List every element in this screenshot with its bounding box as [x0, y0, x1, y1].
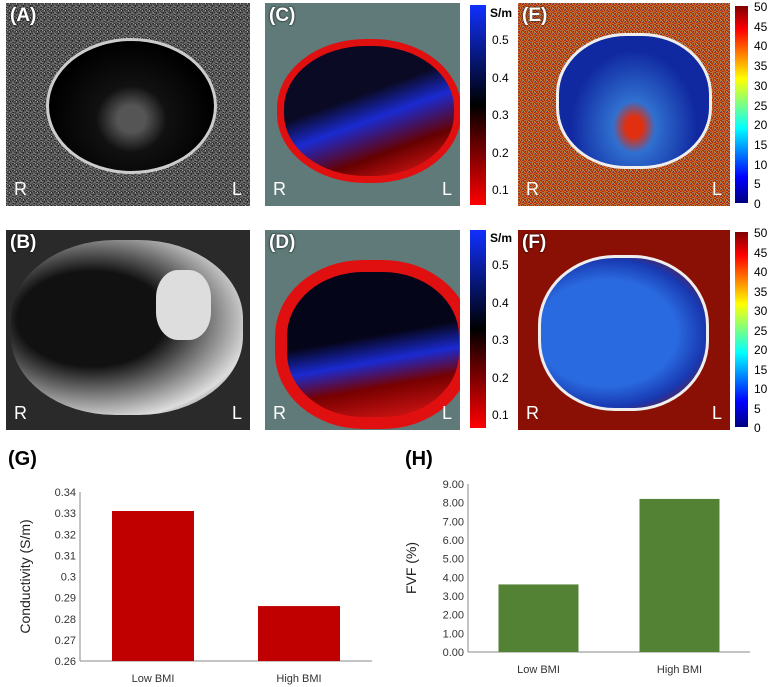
panel-label: (B) — [10, 232, 37, 253]
colorbar-tick: 30 — [754, 78, 768, 93]
colorbar-tick: 0.4 — [492, 71, 509, 85]
colorbar-tick: 20 — [754, 118, 768, 133]
y-tick-label: 9.00 — [443, 479, 464, 491]
y-tick-label: 0.34 — [55, 487, 76, 499]
colorbar-tick: 25 — [754, 98, 768, 113]
colorbar-tick: 10 — [754, 382, 768, 396]
y-tick-label: 0.28 — [55, 614, 76, 626]
orientation-right: R — [14, 179, 27, 199]
colorbar-unit: S/m — [490, 6, 513, 20]
colorbar-tick: 0.2 — [492, 371, 509, 385]
colorbar-tick: 0.4 — [492, 296, 509, 310]
colorbar-tick: 0.1 — [492, 183, 509, 197]
colorbar-tick: 50 — [754, 0, 768, 14]
panel-d-conductivity-map: (D) R L — [265, 230, 460, 430]
colorbar-tick: 5 — [754, 401, 761, 416]
colorbar-tick: 5 — [754, 177, 761, 192]
colorbar-tick: 0.5 — [492, 33, 509, 47]
orientation-left: L — [441, 179, 452, 199]
panel-a-mri: (A) R L — [6, 3, 250, 206]
orientation-right: R — [526, 403, 539, 423]
colorbar-tick: 20 — [754, 343, 768, 357]
y-tick-label: 3.00 — [443, 591, 464, 603]
y-tick-label: 4.00 — [443, 572, 464, 584]
colorbar-tick: 45 — [754, 245, 768, 260]
orientation-left: L — [231, 179, 242, 199]
colorbar-tick: 0.2 — [492, 146, 509, 160]
panel-e-fvf-map: (E) R L — [518, 3, 730, 206]
orientation-right: R — [526, 179, 539, 199]
orientation-right: R — [14, 403, 27, 423]
colorbar-tick: 50 — [754, 226, 768, 240]
orientation-left: L — [441, 403, 452, 423]
y-tick-label: 0.29 — [55, 593, 76, 605]
colorbar-tick: 15 — [754, 137, 768, 152]
panel-f-fvf-map: (F) R L — [518, 230, 730, 430]
orientation-left: L — [711, 179, 722, 199]
colorbar-tick: 0.5 — [492, 258, 509, 272]
panel-label: (C) — [269, 5, 296, 26]
orientation-left: L — [711, 403, 722, 423]
colorbar-tick: 35 — [754, 59, 768, 74]
y-tick-label: 0.33 — [55, 508, 76, 520]
y-tick-label: 0.3 — [61, 572, 76, 584]
orientation-right: R — [273, 179, 286, 199]
chart-g-conductivity: 0.34 0.33 0.32 0.31 0.3 0.29 0.28 0.27 0.26 Low B… — [17, 487, 372, 685]
orientation-right: R — [273, 403, 286, 423]
colorbar-tick: 30 — [754, 304, 768, 318]
y-tick-label: 8.00 — [443, 498, 464, 510]
x-tick-label: High BMI — [276, 673, 321, 685]
x-tick-label: Low BMI — [517, 664, 560, 676]
panel-label: (F) — [522, 232, 547, 253]
y-tick-label: 5.00 — [443, 554, 464, 566]
y-tick-label: 2.00 — [443, 610, 464, 622]
y-tick-label: 0.32 — [55, 529, 76, 541]
colorbar-tick: 0 — [754, 197, 761, 211]
panel-c-conductivity-map: (C) R L — [265, 3, 460, 206]
chart-h-fvf: 9.00 8.00 7.00 6.00 5.00 4.00 3.00 2.00 1.00 0.00… — [403, 479, 750, 676]
panel-label: (D) — [269, 232, 296, 253]
y-tick-label: 0.31 — [55, 550, 76, 562]
colorbar-tick: 35 — [754, 284, 768, 299]
y-tick-label: 6.00 — [443, 535, 464, 547]
y-tick-label: 0.27 — [55, 635, 76, 647]
colorbar-tick: 45 — [754, 19, 768, 34]
bar-low-bmi — [112, 511, 194, 661]
y-tick-label: 1.00 — [443, 628, 464, 640]
panel-label: (E) — [522, 5, 548, 26]
colorbar-tick: 40 — [754, 265, 768, 279]
colorbar-unit: S/m — [490, 231, 513, 245]
colorbar-tick: 0.3 — [492, 108, 509, 122]
colorbar-tick: 40 — [754, 39, 768, 54]
colorbar-tick: 15 — [754, 362, 768, 377]
x-tick-label: High BMI — [657, 664, 702, 676]
colorbar-tick: 10 — [754, 157, 768, 172]
colorbar-tick: 25 — [754, 323, 768, 338]
panel-b-mri: (B) R L — [6, 230, 250, 430]
colorbar-tick: 0.1 — [492, 408, 509, 422]
y-tick-label: 0.00 — [443, 647, 464, 659]
bar-high-bmi — [258, 606, 340, 661]
colorbar-tick: 0 — [754, 421, 761, 435]
y-tick-label: 7.00 — [443, 516, 464, 528]
y-axis-label: FVF (%) — [403, 542, 419, 594]
y-tick-label: 0.26 — [55, 656, 76, 668]
panel-label-h: (H) — [405, 448, 433, 470]
bar-high-bmi — [639, 498, 720, 652]
bar-low-bmi — [498, 584, 579, 652]
orientation-left: L — [231, 403, 242, 423]
colorbar-tick: 0.3 — [492, 333, 509, 347]
y-axis-label: Conductivity (S/m) — [17, 519, 33, 633]
x-tick-label: Low BMI — [132, 673, 175, 685]
panel-label-g: (G) — [8, 448, 37, 470]
panel-label: (A) — [10, 5, 37, 26]
